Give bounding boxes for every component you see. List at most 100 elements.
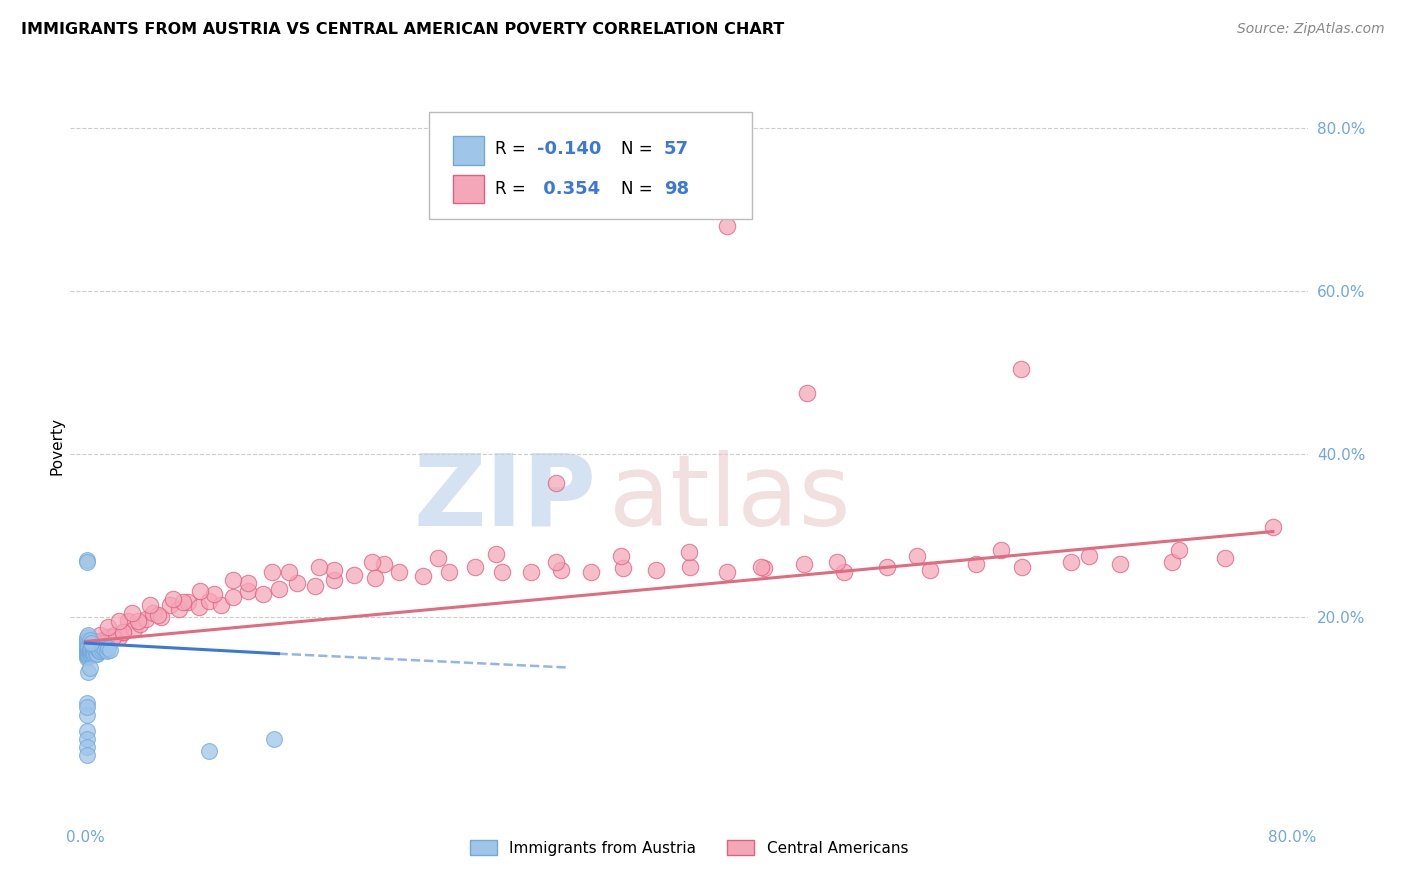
Point	[93, 640, 115, 655]
Point	[76, 696, 98, 710]
Point	[86, 642, 108, 657]
Text: ZIP: ZIP	[413, 450, 596, 547]
Y-axis label: Poverty: Poverty	[49, 417, 65, 475]
Point	[751, 559, 773, 574]
Point	[612, 561, 634, 575]
Point	[76, 634, 98, 648]
Point	[87, 644, 110, 658]
Point	[103, 628, 125, 642]
Point	[94, 636, 117, 650]
Point	[373, 557, 395, 571]
Point	[198, 744, 221, 758]
Point	[93, 636, 115, 650]
Point	[122, 622, 145, 636]
Point	[82, 647, 104, 661]
Point	[285, 575, 308, 590]
Point	[796, 386, 818, 401]
Point	[716, 219, 738, 233]
Point	[172, 595, 194, 609]
Point	[91, 639, 114, 653]
Point	[93, 632, 115, 647]
Point	[77, 644, 100, 658]
Point	[89, 628, 111, 642]
Point	[117, 614, 139, 628]
Point	[79, 640, 101, 655]
Point	[76, 649, 98, 664]
Point	[80, 640, 103, 655]
Point	[76, 640, 98, 655]
Point	[876, 559, 898, 574]
Point	[76, 555, 98, 569]
Point	[128, 616, 150, 631]
Point	[98, 642, 121, 657]
Point	[252, 587, 274, 601]
Point	[159, 598, 181, 612]
Point	[262, 566, 284, 580]
Point	[167, 602, 190, 616]
Point	[89, 634, 111, 648]
Point	[834, 566, 856, 580]
Point	[1077, 549, 1099, 563]
Point	[188, 584, 211, 599]
Point	[754, 561, 776, 575]
Point	[77, 649, 100, 664]
Point	[990, 543, 1012, 558]
Point	[920, 563, 942, 577]
Point	[77, 665, 100, 680]
Point	[343, 567, 366, 582]
Point	[412, 569, 434, 583]
Point	[79, 647, 101, 661]
Point	[79, 660, 101, 674]
Point	[519, 566, 541, 580]
Point	[76, 707, 98, 722]
Point	[1011, 559, 1033, 574]
Point	[86, 640, 108, 655]
Point	[464, 559, 486, 574]
Point	[76, 650, 98, 665]
Point	[97, 631, 120, 645]
Point	[825, 555, 848, 569]
Point	[610, 549, 633, 563]
Point	[101, 631, 124, 645]
Point	[485, 547, 508, 561]
Text: 57: 57	[664, 140, 689, 158]
Text: Source: ZipAtlas.com: Source: ZipAtlas.com	[1237, 22, 1385, 37]
Point	[1160, 555, 1182, 569]
Point	[77, 640, 100, 655]
Point	[263, 732, 285, 747]
Point	[427, 551, 450, 566]
Text: R =: R =	[495, 180, 531, 198]
Point	[139, 598, 162, 612]
Point	[437, 566, 460, 580]
Point	[121, 606, 143, 620]
Point	[82, 644, 104, 658]
Point	[238, 584, 260, 599]
Point	[83, 647, 105, 661]
Point	[1168, 543, 1191, 558]
Point	[1261, 520, 1284, 534]
Point	[177, 595, 200, 609]
Point	[83, 647, 105, 661]
Point	[86, 636, 108, 650]
Point	[202, 587, 225, 601]
Point	[361, 555, 384, 569]
Point	[84, 640, 107, 655]
Text: 0.354: 0.354	[537, 180, 600, 198]
Point	[127, 614, 149, 628]
Point	[76, 740, 98, 755]
Point	[135, 612, 157, 626]
Point	[388, 566, 411, 580]
Point	[76, 632, 98, 647]
Point	[76, 639, 98, 653]
Point	[198, 593, 221, 607]
Point	[965, 557, 987, 571]
Point	[79, 640, 101, 655]
Point	[76, 724, 98, 739]
Point	[644, 563, 666, 577]
Point	[278, 566, 301, 580]
Point	[82, 640, 104, 655]
Point	[222, 590, 245, 604]
Point	[793, 557, 815, 571]
Point	[77, 628, 100, 642]
Point	[716, 566, 738, 580]
